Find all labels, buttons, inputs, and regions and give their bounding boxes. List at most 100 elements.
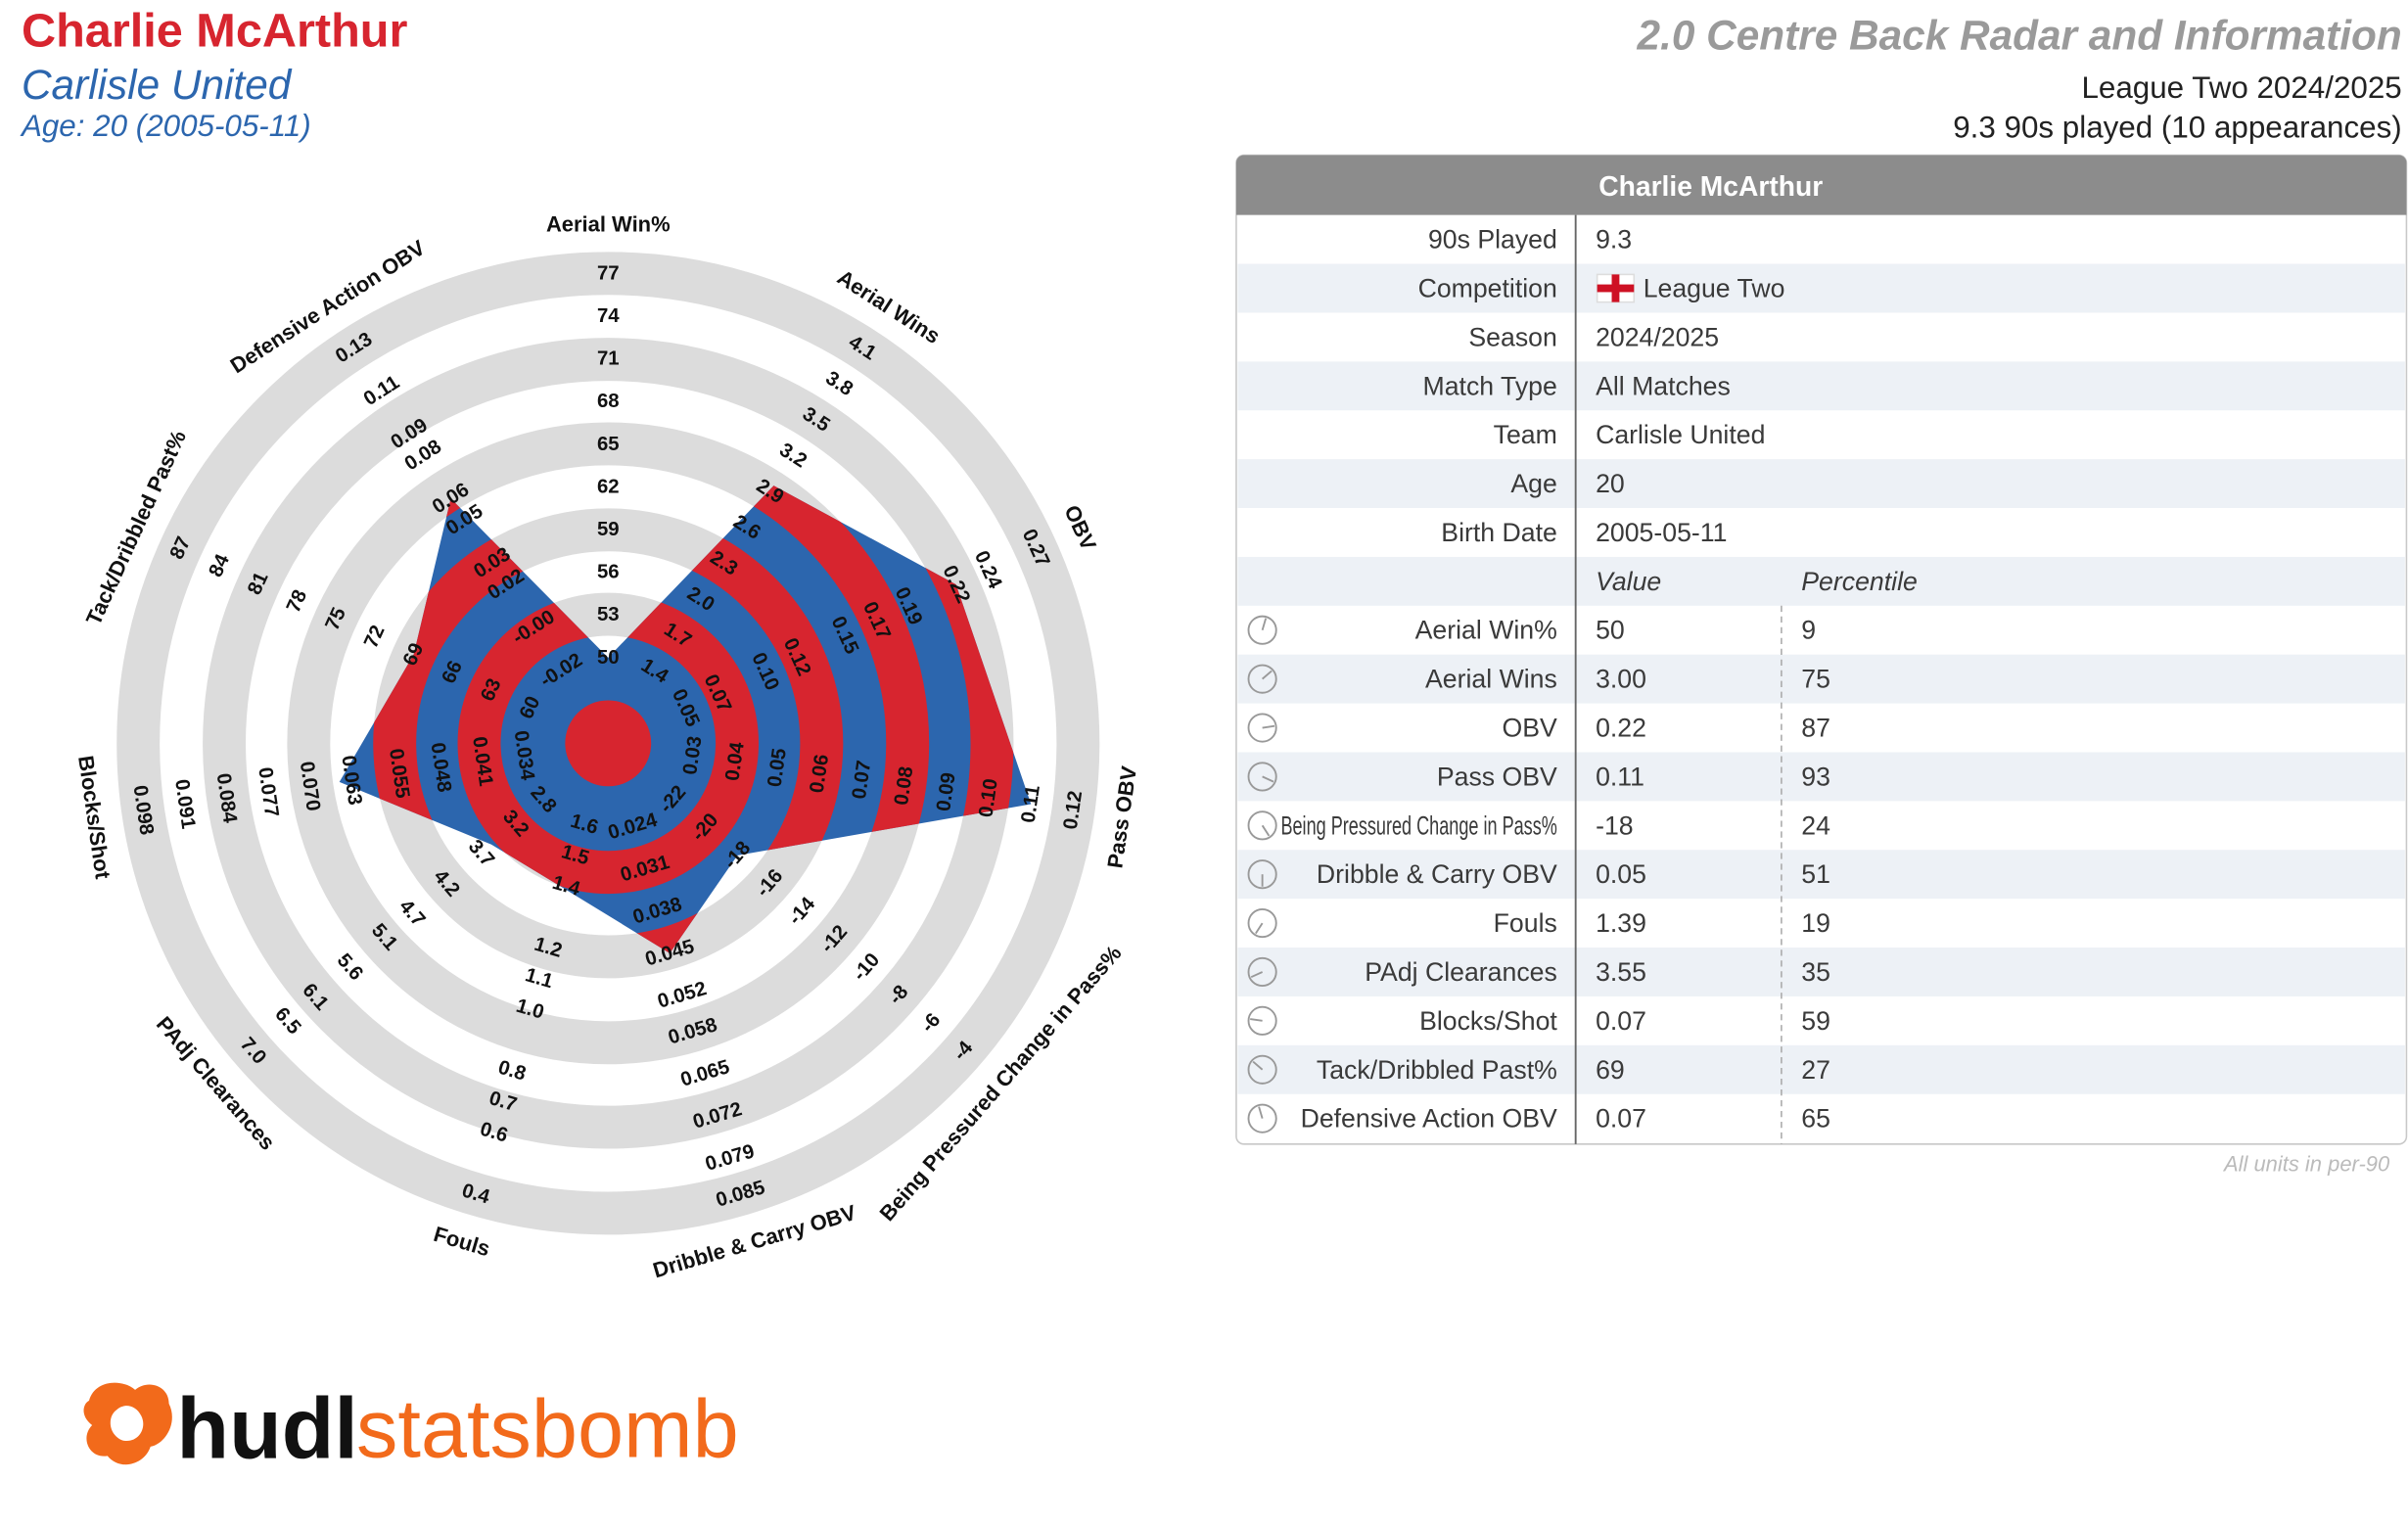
metric-value: 69 [1596, 1055, 1625, 1085]
metric-value: 0.22 [1596, 714, 1646, 743]
metric-icon-hand [1261, 824, 1271, 837]
tick-label: 74 [597, 305, 620, 327]
metric-icon [1247, 859, 1277, 890]
metric-icon [1247, 1103, 1277, 1134]
tick-label: 59 [597, 519, 620, 540]
metric-icon-hand [1252, 1060, 1264, 1071]
metric-icon [1247, 615, 1277, 645]
metric-value: 1.39 [1596, 908, 1646, 938]
tick-label: 53 [597, 604, 620, 625]
metric-icon [1247, 956, 1277, 988]
team-name: Carlisle United [22, 62, 293, 108]
table-header-bg [1235, 155, 2407, 215]
metric-label: PAdj Clearances [1365, 957, 1557, 987]
logo-brand: hudl [176, 1380, 357, 1477]
info-value: All Matches [1596, 371, 1731, 400]
tick-label: 3.2 [775, 440, 810, 473]
row-bg [1237, 263, 2405, 313]
metric-label: OBV [1503, 714, 1558, 743]
metric-icon [1247, 810, 1277, 841]
tick-label: 0.11 [1018, 784, 1044, 824]
tick-label: 6.5 [270, 1003, 304, 1039]
axis-label: Blocks/Shot [73, 754, 116, 881]
info-value: 2024/2025 [1596, 322, 1719, 351]
metric-label: Tack/Dribbled Past% [1317, 1055, 1557, 1085]
metric-value: -18 [1596, 810, 1634, 840]
tick-label: 68 [597, 391, 620, 412]
ring [116, 252, 1100, 1235]
axis-label: Pass OBV [1102, 764, 1141, 870]
radar-band [339, 486, 930, 953]
info-label: Match Type [1423, 371, 1557, 400]
info-value: Carlisle United [1596, 420, 1765, 449]
metric-percentile: 19 [1801, 908, 1830, 938]
metric-icon [1247, 1005, 1277, 1036]
info-label: Team [1494, 420, 1557, 449]
metric-label: Being Pressured Change in Pass% [1280, 810, 1556, 840]
info-value: League Two [1644, 274, 1785, 303]
metric-icon-hand [1250, 1018, 1263, 1022]
metric-icon [1247, 713, 1277, 743]
metric-icon [1247, 908, 1277, 939]
tick-label: 0.065 [678, 1056, 732, 1090]
logo-icon [83, 1382, 172, 1465]
metric-percentile: 35 [1801, 957, 1830, 987]
tick-label: 0.8 [495, 1057, 528, 1086]
tick-label: 0.077 [254, 766, 282, 819]
info-label: Season [1468, 322, 1556, 351]
metric-icon-hand [1250, 971, 1264, 979]
metric-value: 3.55 [1596, 957, 1646, 987]
row-bg [1237, 1044, 2405, 1094]
column-header: Value [1596, 567, 1661, 596]
tick-label: 5.6 [333, 949, 367, 985]
tick-label: 3.8 [821, 367, 857, 400]
row-bg [1237, 361, 2405, 411]
metric-value: 0.05 [1596, 859, 1646, 889]
metric-icon [1247, 664, 1277, 694]
radar-center [565, 700, 652, 787]
metric-icon-hand [1261, 618, 1268, 631]
tick-label: -10 [849, 949, 884, 986]
metric-value: 0.07 [1596, 1006, 1646, 1036]
metric-percentile: 27 [1801, 1055, 1830, 1085]
axis-label: OBV [1059, 501, 1101, 554]
age: Age: 20 (2005-05-11) [20, 109, 311, 143]
metric-label: Fouls [1494, 908, 1557, 938]
metric-value: 3.00 [1596, 665, 1646, 694]
row-bg [1237, 850, 2405, 900]
flag-cross [1597, 284, 1635, 293]
metric-percentile: 75 [1801, 665, 1830, 694]
row-bg [1237, 752, 2405, 802]
units-note: All units in per-90 [2222, 1152, 2390, 1177]
tick-label: 50 [597, 647, 620, 669]
info-value: 20 [1596, 469, 1625, 498]
metric-percentile: 65 [1801, 1104, 1830, 1134]
tick-label: 0.091 [170, 778, 199, 831]
tick-label: 56 [597, 562, 620, 583]
tick-label: -6 [917, 1009, 945, 1037]
report-title: 2.0 Centre Back Radar and Information [1637, 13, 2402, 59]
tick-label: 62 [597, 476, 620, 497]
tick-label: -14 [784, 893, 819, 929]
player-name: Charlie McArthur [22, 4, 408, 57]
metric-icon-hand [1262, 775, 1274, 783]
info-label: Competition [1418, 274, 1557, 303]
tick-label: 78 [283, 586, 311, 616]
metric-label: Pass OBV [1437, 762, 1557, 791]
metric-percentile: 93 [1801, 762, 1830, 791]
metric-icon [1247, 1054, 1277, 1085]
metric-percentile: 9 [1801, 616, 1816, 645]
info-value: 9.3 [1596, 225, 1632, 254]
row-bg [1237, 556, 2405, 606]
info-label: 90s Played [1428, 225, 1557, 254]
info-label: Birth Date [1441, 518, 1557, 547]
row-bg [1237, 459, 2405, 509]
metric-icon-hand [1262, 724, 1275, 729]
table-header: Charlie McArthur [1598, 170, 1823, 202]
minutes: 9.3 90s played (10 appearances) [1953, 111, 2402, 145]
row-bg [1237, 654, 2405, 704]
metric-value: 50 [1596, 616, 1625, 645]
metric-percentile: 87 [1801, 714, 1830, 743]
